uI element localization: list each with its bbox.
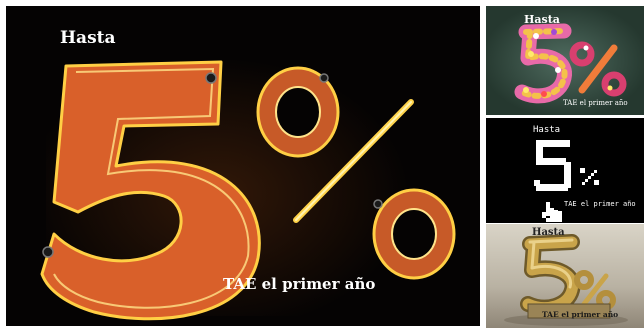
pixel-hand-cursor-icon xyxy=(542,202,562,222)
gold-digit-five xyxy=(520,234,581,316)
main-promo-banner: Hasta TAE el primer año xyxy=(6,6,480,326)
flower-five-percent-graphic xyxy=(514,23,627,104)
neon-five-percent-graphic xyxy=(40,60,456,321)
thumb1-hasta-label: Hasta xyxy=(524,13,560,26)
thumbnail-gold[interactable]: Hasta TAE el primer año xyxy=(486,224,644,328)
flower-dots xyxy=(523,29,613,97)
main-tae-label: TAE el primer año xyxy=(223,275,376,293)
thumb1-tae-label: TAE el primer año xyxy=(563,99,628,107)
thumb2-tae-label: TAE el primer año xyxy=(564,200,636,208)
gold-percent-sign xyxy=(574,270,616,310)
neon-percent-sign xyxy=(256,66,456,280)
thumbnail-pixel[interactable]: Hasta TAE el primer año xyxy=(486,118,644,223)
thumb3-hasta-label: Hasta xyxy=(532,227,565,238)
pixel-percent-sign xyxy=(580,168,599,185)
thumb2-hasta-label: Hasta xyxy=(533,125,561,135)
gold-five-percent-graphic xyxy=(504,234,628,326)
pixel-digit-five xyxy=(534,140,571,191)
neon-digit-five xyxy=(40,60,261,321)
thumb3-tae-label: TAE el primer año xyxy=(542,310,619,319)
pixel-five-percent-graphic xyxy=(534,140,599,222)
main-hasta-label: Hasta xyxy=(60,28,116,48)
thumbnail-flowers[interactable]: Hasta TAE el primer año xyxy=(486,6,644,115)
gold-base-plate xyxy=(527,303,611,319)
